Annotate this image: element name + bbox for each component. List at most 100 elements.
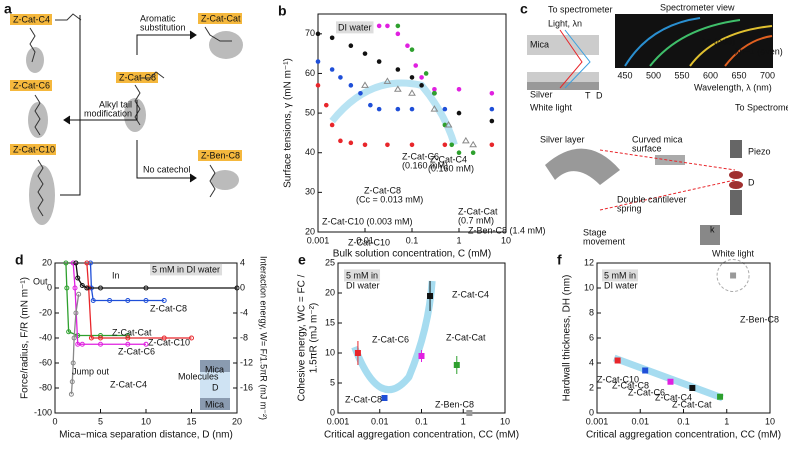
point (143, 285, 149, 291)
annotation-box (344, 269, 381, 282)
x-tick-label: 20 (232, 416, 242, 426)
arrow-label: modification (84, 108, 132, 118)
y-tick-label: 40 (305, 147, 315, 157)
point (419, 75, 424, 80)
annotation: DI water (604, 280, 638, 290)
series-label: Z-Cat-C10 (597, 374, 639, 384)
series-label: Z-Cat-C4 (452, 289, 489, 299)
tag (10, 14, 52, 25)
inset-gap (200, 372, 230, 398)
point (79, 283, 85, 288)
series-label: Z-Cat-C6 (372, 334, 409, 344)
series-label: Z-Cat-C8 (345, 394, 382, 404)
point (717, 393, 724, 400)
annotation: Z-Ben-C8 (1.4 mM) (468, 225, 546, 235)
diagram-text: White light (712, 248, 755, 258)
series-line (65, 262, 128, 337)
y2-tick-label: 0 (240, 282, 245, 292)
y-tick-label: -60 (39, 357, 52, 367)
point (143, 341, 149, 347)
y-axis-label: Cohesive energy, WC = FC / (297, 274, 308, 401)
point (470, 150, 476, 156)
x-tick-label: 1 (724, 416, 729, 426)
annotation-box (150, 263, 223, 276)
series-label: Z-Cat-Cat (672, 399, 712, 409)
point (444, 121, 453, 128)
point (64, 285, 70, 291)
annotation: Mica (205, 399, 224, 409)
point (98, 335, 103, 341)
point (456, 150, 462, 156)
point (76, 291, 82, 297)
annotation: In (112, 270, 120, 280)
y-tick-label: 15 (325, 317, 335, 327)
tag (10, 80, 52, 91)
curved-mica (545, 148, 620, 185)
point (461, 136, 470, 144)
point (413, 63, 419, 68)
point (409, 75, 415, 80)
y-tick-label: 20 (305, 226, 315, 236)
annotation: Z-Cat-C6 (402, 151, 439, 161)
wavelength-tick: 700 (760, 70, 775, 80)
y-tick-label: 70 (305, 28, 315, 38)
x-tick-label: 10 (501, 235, 511, 245)
point (75, 341, 81, 347)
point (385, 142, 390, 148)
annotation: Z-Cat-C8 (364, 185, 401, 195)
diagram-text: D (748, 177, 755, 187)
y-tick-label: 20 (42, 257, 52, 267)
wavelength-tick: 450 (617, 70, 632, 80)
series-label: Z-Cat-Cat (446, 332, 486, 342)
x-tick-label: 10 (765, 416, 775, 426)
panel-a: a Z-Cat-C4 Z-Cat-C6 Z-Cat-C10 Z-Cat-C8 Z… (4, 1, 243, 225)
point (70, 360, 76, 366)
point (489, 106, 495, 112)
annotation: DI water (338, 22, 372, 32)
point (315, 59, 321, 64)
fringes (624, 17, 773, 67)
y-axis-label: Surface tensions, γ (mN m⁻¹) (283, 58, 294, 188)
diagram-text: To spectrometer (548, 4, 613, 14)
point (395, 67, 401, 72)
x-axis-label: Mica−mica separation distance, D (nm) (59, 430, 233, 441)
point (161, 298, 167, 303)
point (469, 140, 478, 148)
x-tick-label: 1 (456, 235, 461, 245)
point (442, 106, 448, 112)
molecule-label: Z-Cat-C6 (13, 80, 50, 90)
piezo (730, 140, 742, 158)
molecule-label: Z-Cat-C4 (13, 14, 50, 24)
annotation: Jump out (72, 366, 110, 376)
point (432, 90, 437, 96)
panel-label: d (15, 252, 24, 268)
point (418, 353, 425, 359)
x-tick-label: 0.01 (631, 416, 649, 426)
point (368, 102, 373, 108)
diagram-text: Silver layer (540, 134, 585, 144)
x-tick-label: 15 (186, 416, 196, 426)
molecule-label: Z-Cat-C8 (119, 72, 156, 82)
panel-c: c (520, 1, 773, 245)
point (329, 122, 335, 128)
guide (599, 149, 736, 211)
series-label: Z-Cat-C4 (655, 392, 692, 402)
tag (198, 150, 242, 161)
point (395, 23, 401, 29)
annotation-box (602, 269, 639, 282)
point (329, 67, 335, 72)
diagram-text: To Spectrometer (735, 102, 788, 112)
x-tick-label: 0.1 (415, 416, 428, 426)
series-label: Z-Cat-C8 (612, 380, 649, 390)
point (189, 335, 194, 341)
diagram-text: Spectrometer view (660, 2, 735, 12)
point (348, 83, 354, 88)
y2-tick-label: -12 (240, 357, 253, 367)
trend-band (612, 354, 724, 402)
surface (729, 171, 743, 179)
series-line (75, 262, 237, 289)
point (730, 272, 737, 279)
point (376, 59, 382, 64)
point (348, 43, 354, 49)
